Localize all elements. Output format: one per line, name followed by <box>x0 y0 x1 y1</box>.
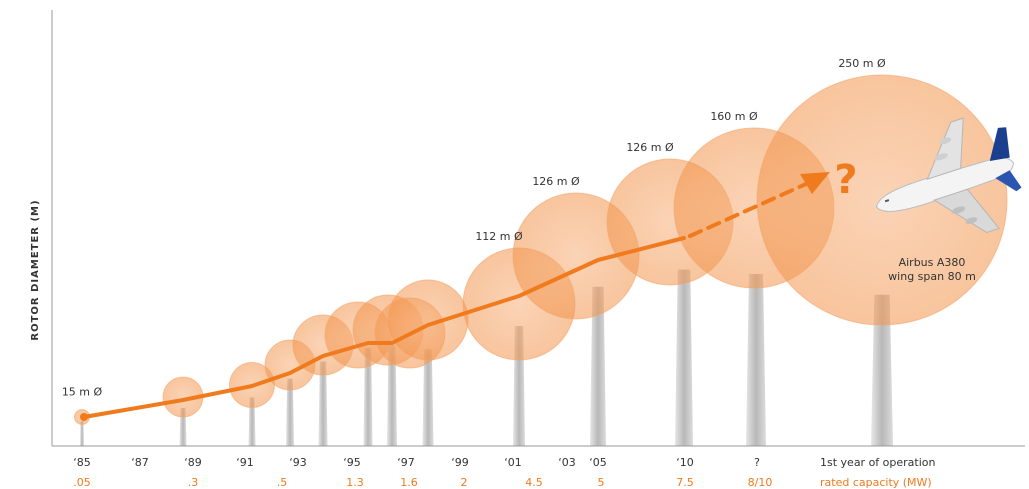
capacity-label: 1.6 <box>400 476 418 489</box>
tower <box>248 397 256 446</box>
capacity-label: .3 <box>188 476 199 489</box>
year-tick-label: ‘01 <box>504 456 522 469</box>
capacity-label: 7.5 <box>676 476 694 489</box>
x-axis-caption: 1st year of operation <box>820 456 936 469</box>
tower <box>318 361 328 446</box>
growth-line-layer <box>80 172 830 421</box>
capacity-label: .5 <box>277 476 288 489</box>
year-tick-label: ‘89 <box>184 456 202 469</box>
tower <box>363 348 373 446</box>
year-tick-label: ‘03 <box>558 456 576 469</box>
tower <box>746 274 766 446</box>
tower <box>80 421 84 446</box>
capacity-label: 4.5 <box>525 476 543 489</box>
projection-line <box>688 182 808 238</box>
year-tick-label: ‘10 <box>676 456 694 469</box>
airbus-a380-icon <box>876 117 1022 233</box>
capacity-label: 1.3 <box>346 476 364 489</box>
question-mark: ? <box>834 157 857 203</box>
diameter-label: 15 m Ø <box>62 386 103 399</box>
tower <box>871 294 893 446</box>
capacity-caption: rated capacity (MW) <box>820 476 932 489</box>
capacity-label: 8/10 <box>748 476 773 489</box>
diameter-label: 112 m Ø <box>475 230 523 243</box>
bubbles-layer <box>74 74 1008 425</box>
y-axis-label: ROTOR DIAMETER (M) <box>30 199 41 340</box>
projection-arrow <box>800 172 830 194</box>
capacity-label: .05 <box>73 476 91 489</box>
rotor-bubble <box>387 279 469 361</box>
year-tick-label: ‘05 <box>589 456 607 469</box>
year-tick-label: ‘85 <box>73 456 91 469</box>
tower <box>422 349 434 446</box>
year-tick-label: ‘87 <box>131 456 149 469</box>
tower <box>387 345 397 446</box>
airbus-wingspan-label: wing span 80 m <box>888 270 976 283</box>
year-tick-label: ‘93 <box>289 456 307 469</box>
capacity-labels: .05 .3 .5 1.3 1.6 2 4.5 5 7.5 8/10 <box>73 476 772 489</box>
capacity-label: 5 <box>598 476 605 489</box>
year-tick-label: ? <box>754 456 760 469</box>
tower <box>286 378 294 446</box>
airbus-label: Airbus A380 <box>899 256 966 269</box>
year-tick-labels: ‘85 ‘87 ‘89 ‘91 ‘93 ‘95 ‘97 ‘99 ‘01 ‘03 ‘05 ‘10? <box>73 456 760 469</box>
tower <box>179 408 187 446</box>
growth-line <box>82 236 686 419</box>
diameter-labels: 15 m Ø 112 m Ø 126 m Ø 126 m Ø 160 m Ø 250 m … <box>62 57 886 399</box>
tower <box>590 286 606 446</box>
diameter-label: 126 m Ø <box>532 175 580 188</box>
growth-line-start <box>80 413 88 421</box>
diameter-label: 126 m Ø <box>626 141 674 154</box>
diameter-label: 160 m Ø <box>710 110 758 123</box>
year-tick-label: ‘97 <box>397 456 415 469</box>
tower <box>675 269 693 446</box>
year-tick-label: ‘95 <box>343 456 361 469</box>
year-tick-label: ‘99 <box>451 456 469 469</box>
diameter-label: 250 m Ø <box>838 57 886 70</box>
year-tick-label: ‘91 <box>236 456 254 469</box>
capacity-label: 2 <box>461 476 468 489</box>
